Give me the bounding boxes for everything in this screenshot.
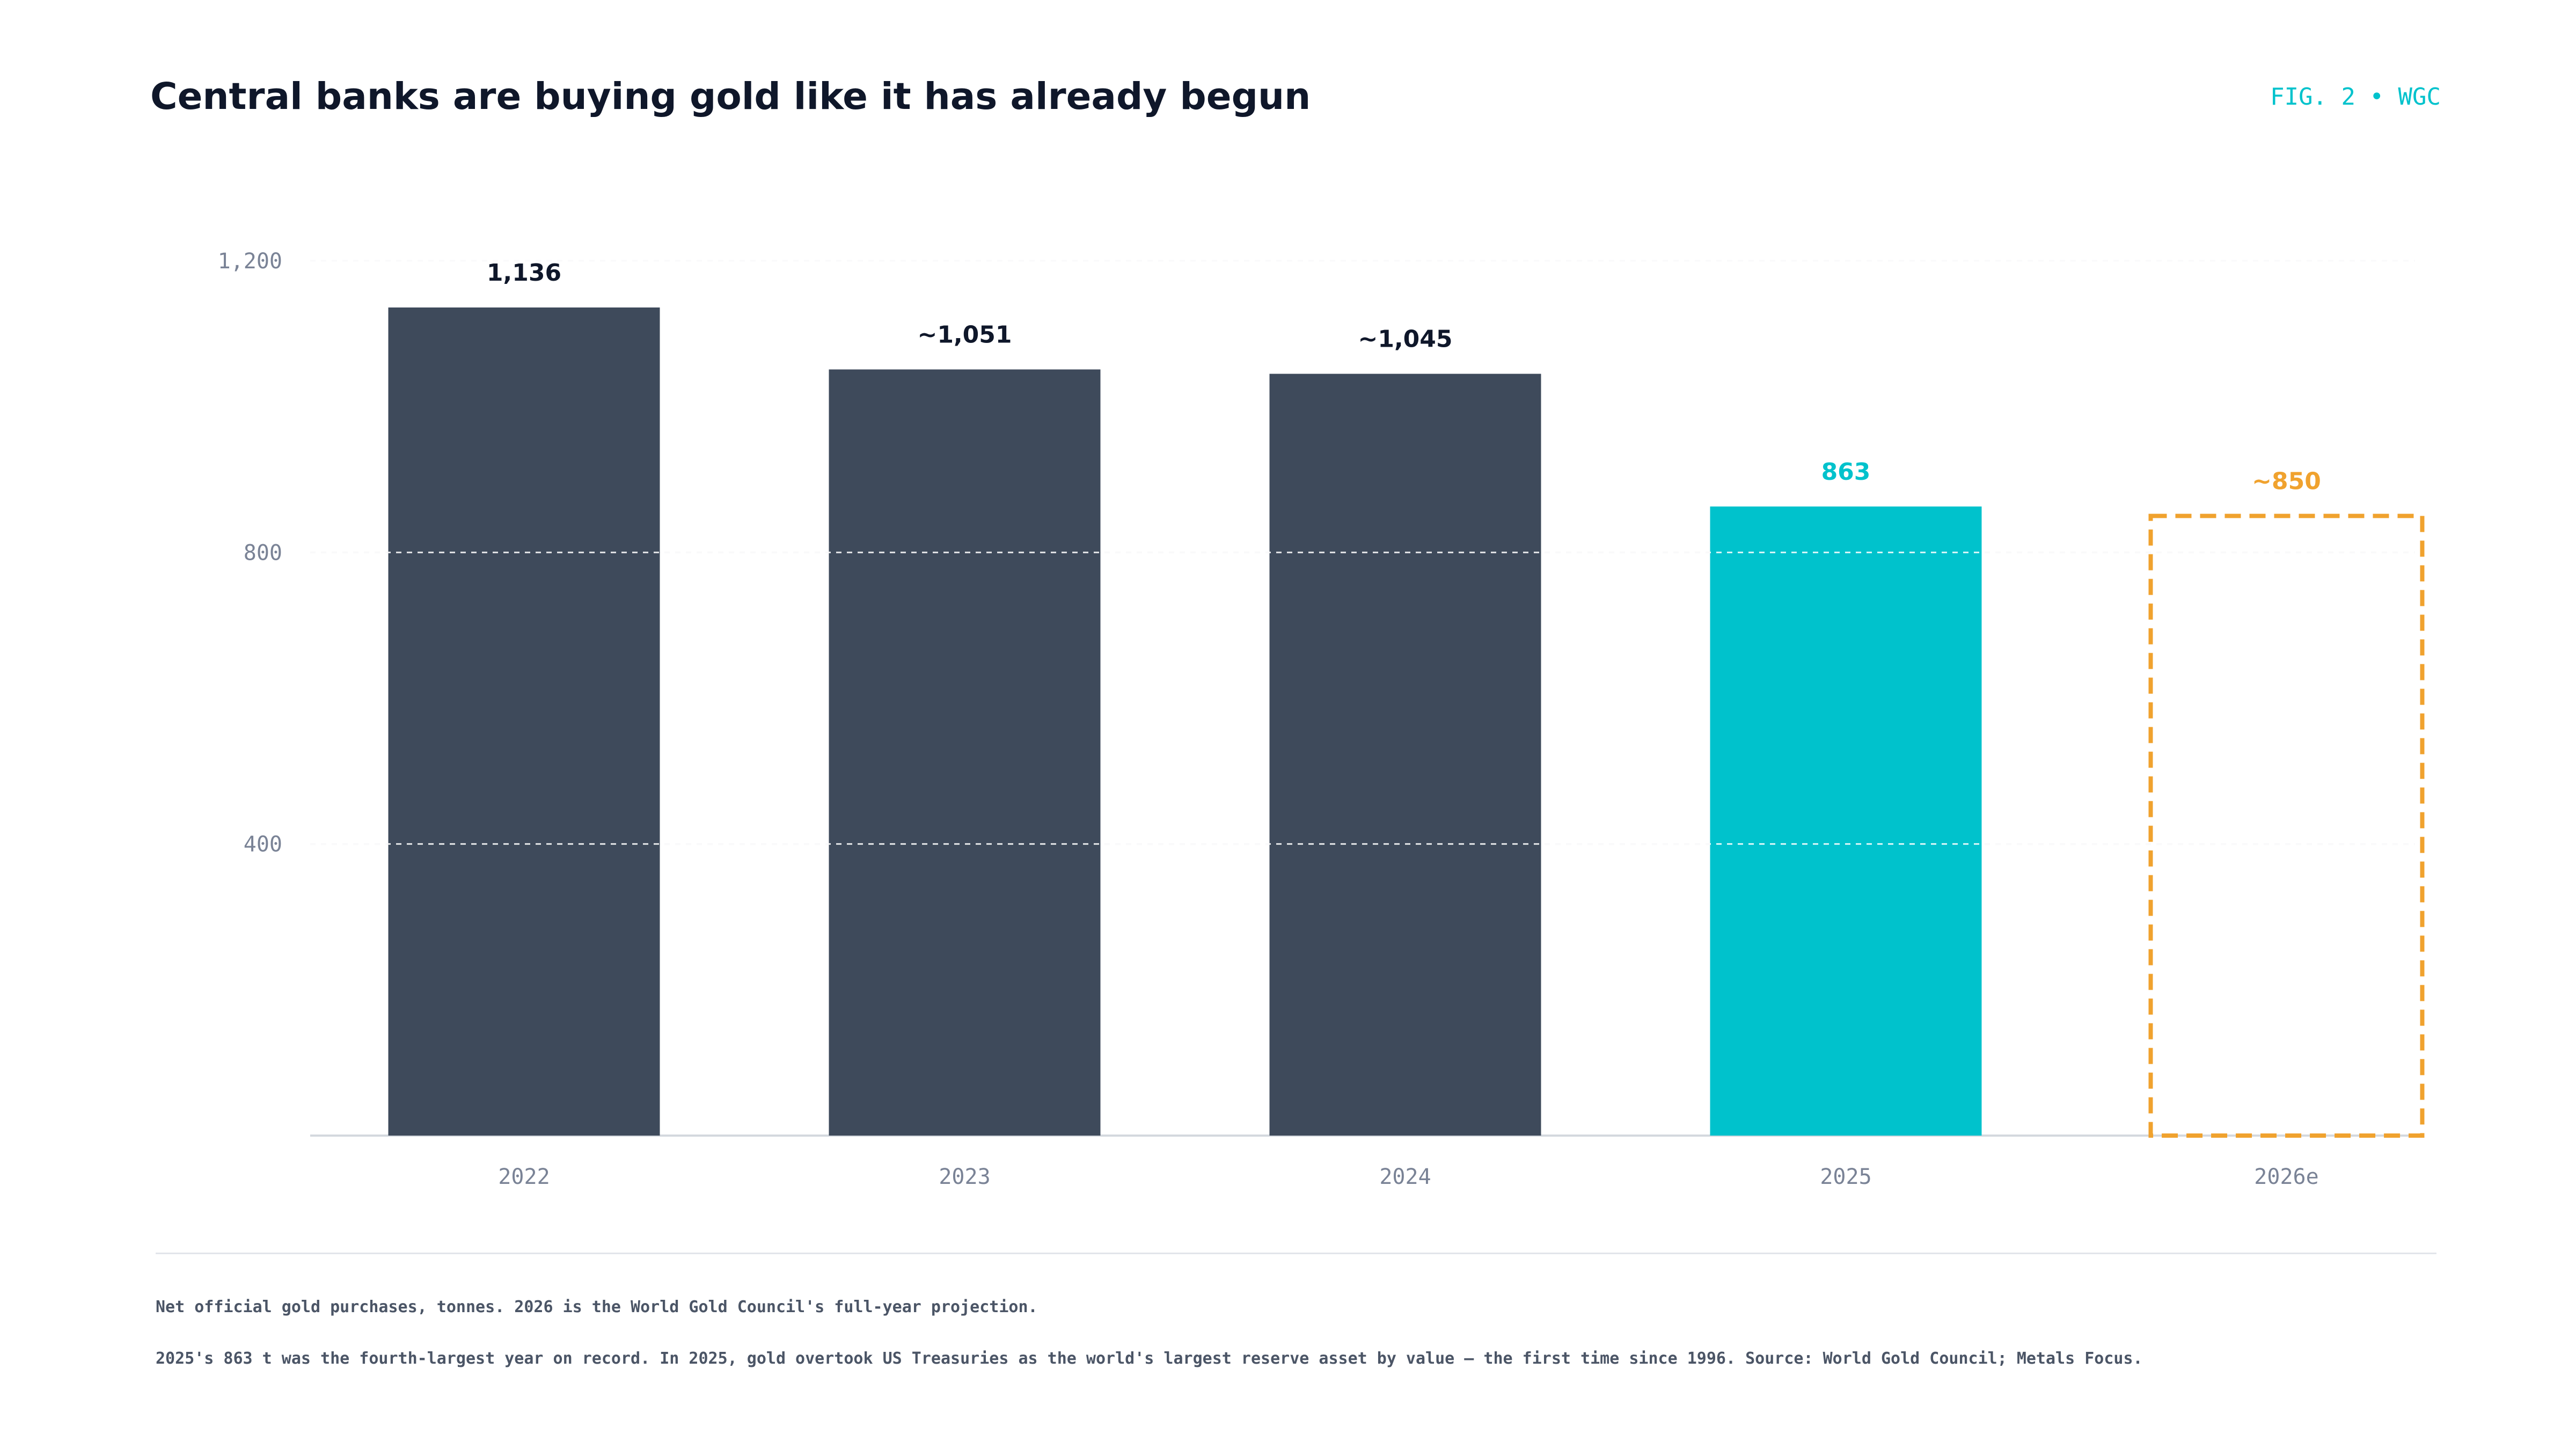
value-label-2026e: ~850 (2252, 467, 2321, 495)
value-label-2022: 1,136 (487, 259, 561, 287)
x-tick-label-2026e: 2026e (2254, 1165, 2318, 1189)
value-label-2025: 863 (1821, 458, 1871, 486)
x-tick-label-2024: 2024 (1379, 1165, 1431, 1189)
bar-2022 (388, 307, 660, 1136)
labels: 400 800 1,200 1,136 2022 ~1,051 2023 ~1,045 2024… (218, 249, 2321, 1189)
bar-chart: 400 800 1,200 1,136 2022 ~1,051 2023 ~1,045 2024… (218, 249, 2425, 1189)
value-label-2024: ~1,045 (1358, 326, 1452, 353)
value-label-2023: ~1,051 (917, 321, 1012, 348)
x-tick-label-2025: 2025 (1820, 1165, 1871, 1189)
y-tick-label: 400 (244, 832, 282, 857)
y-tick-label: 800 (244, 540, 282, 565)
bar-2024 (1269, 374, 1541, 1136)
footer-divider (156, 1253, 2436, 1254)
y-tick-label: 1,200 (218, 249, 282, 274)
bar-2026e (2148, 514, 2425, 1138)
bars (388, 307, 2425, 1138)
grid-overlay (310, 260, 2415, 845)
bar-2025 (1710, 506, 1982, 1136)
footer-note-units: Net official gold purchases, tonnes. 202… (156, 1298, 1038, 1316)
x-tick-label-2023: 2023 (939, 1165, 990, 1189)
chart-title: Central banks are buying gold like it ha… (150, 75, 1311, 118)
x-tick-label-2022: 2022 (498, 1165, 550, 1189)
footer-note-source: 2025's 863 t was the fourth-largest year… (156, 1349, 2143, 1368)
figure-tag: FIG. 2 • WGC (2270, 83, 2441, 111)
bar-2023 (829, 369, 1101, 1136)
